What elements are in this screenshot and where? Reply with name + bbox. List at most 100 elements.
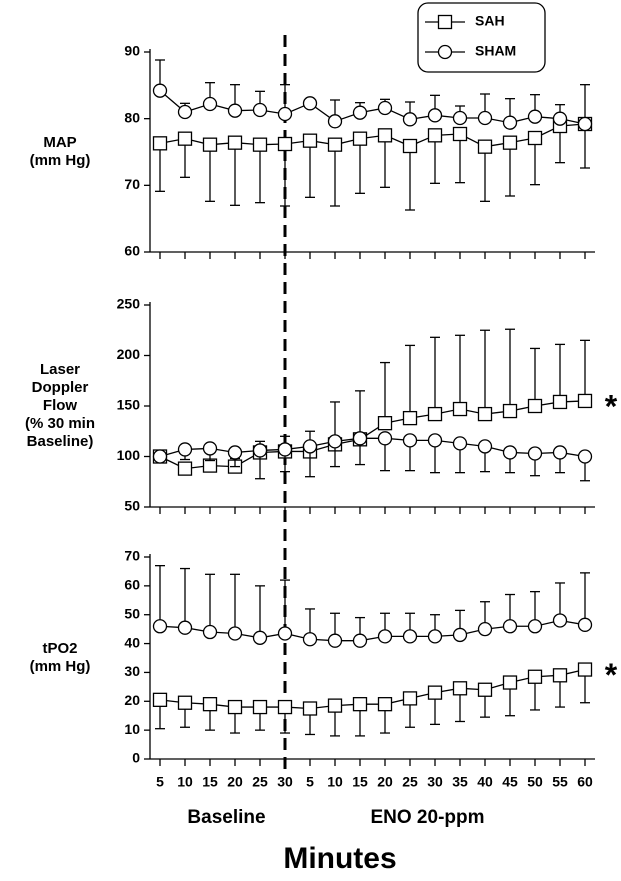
y-axis-title: Doppler — [32, 379, 89, 396]
y-tick-label: 60 — [124, 577, 140, 593]
series-line — [159, 668, 586, 710]
marker — [252, 443, 268, 458]
marker — [252, 102, 268, 118]
marker — [502, 619, 518, 634]
marker — [402, 410, 418, 426]
marker — [202, 624, 218, 640]
y-tick-label: 50 — [124, 498, 140, 514]
annotation: * — [605, 657, 618, 693]
marker — [252, 137, 268, 152]
annotation: * — [605, 388, 618, 424]
y-tick-label: 90 — [124, 43, 140, 59]
marker — [577, 662, 593, 677]
marker — [227, 103, 243, 118]
y-axis-title: MAP — [43, 134, 76, 151]
y-axis-title: (mm Hg) — [30, 152, 91, 169]
x-tick-label: 10 — [177, 774, 193, 790]
marker — [327, 137, 343, 152]
marker — [302, 96, 318, 111]
x-tick-label: 5 — [156, 774, 164, 790]
marker — [502, 445, 518, 460]
x-tick-label: 50 — [527, 774, 543, 790]
marker — [227, 445, 243, 460]
x-tick-label: 20 — [227, 774, 243, 790]
marker — [377, 431, 393, 446]
y-tick-label: 250 — [117, 296, 141, 312]
marker — [202, 441, 218, 456]
marker — [452, 110, 468, 126]
x-tick-label: 25 — [252, 774, 268, 790]
x-tick-label: 15 — [352, 774, 368, 790]
x-tick-label: 25 — [402, 774, 418, 790]
y-axis-title: Flow — [43, 397, 77, 414]
marker — [277, 106, 293, 122]
marker — [477, 439, 493, 454]
marker — [527, 619, 543, 634]
marker — [177, 104, 193, 120]
marker — [227, 626, 243, 641]
y-axis-title: Baseline) — [27, 433, 94, 450]
marker — [552, 668, 568, 683]
x-tick-label: 10 — [327, 774, 343, 790]
marker — [427, 108, 443, 123]
marker — [152, 619, 168, 634]
marker — [577, 449, 593, 464]
y-axis-title: (% 30 min — [25, 415, 95, 432]
marker — [377, 629, 393, 644]
marker — [477, 110, 493, 126]
marker — [227, 699, 243, 715]
marker — [302, 701, 318, 716]
y-tick-label: 60 — [124, 243, 140, 259]
marker — [252, 630, 268, 645]
marker — [277, 442, 293, 457]
series-line — [159, 619, 586, 642]
marker — [177, 442, 193, 457]
marker — [327, 434, 343, 449]
y-axis-title: tPO2 — [42, 640, 77, 657]
x-axis-title: Minutes — [283, 842, 396, 875]
marker — [177, 695, 193, 710]
marker — [427, 433, 443, 448]
legend-label: SAH — [475, 13, 505, 29]
marker — [327, 698, 343, 713]
marker — [477, 621, 493, 637]
y-tick-label: 20 — [124, 692, 140, 708]
series-line — [159, 123, 586, 148]
marker — [402, 112, 418, 127]
series-line — [159, 90, 586, 125]
marker — [377, 416, 393, 431]
y-tick-label: 40 — [124, 634, 140, 650]
x-tick-label: 30 — [427, 774, 443, 790]
marker — [177, 461, 193, 476]
x-tick-label: 45 — [502, 774, 518, 790]
marker — [152, 136, 168, 151]
group-label: ENO 20-ppm — [370, 807, 484, 828]
marker — [502, 675, 518, 690]
y-tick-label: 30 — [124, 663, 140, 679]
marker — [552, 394, 568, 410]
marker — [302, 632, 318, 647]
marker — [252, 699, 268, 715]
marker — [527, 446, 543, 461]
marker — [277, 136, 293, 152]
marker — [477, 406, 493, 422]
marker — [352, 633, 368, 648]
marker — [552, 111, 568, 126]
marker — [502, 403, 518, 419]
legend-marker — [437, 44, 453, 60]
marker — [527, 109, 543, 124]
marker — [152, 692, 168, 707]
marker — [577, 617, 593, 632]
marker — [452, 436, 468, 451]
marker — [527, 669, 543, 684]
marker — [552, 445, 568, 460]
marker — [177, 620, 193, 635]
marker — [577, 116, 593, 132]
x-tick-label: 20 — [377, 774, 393, 790]
legend-marker — [437, 14, 453, 30]
marker — [202, 96, 218, 112]
marker — [152, 83, 168, 98]
x-tick-label: 5 — [306, 774, 314, 790]
marker — [302, 133, 318, 148]
